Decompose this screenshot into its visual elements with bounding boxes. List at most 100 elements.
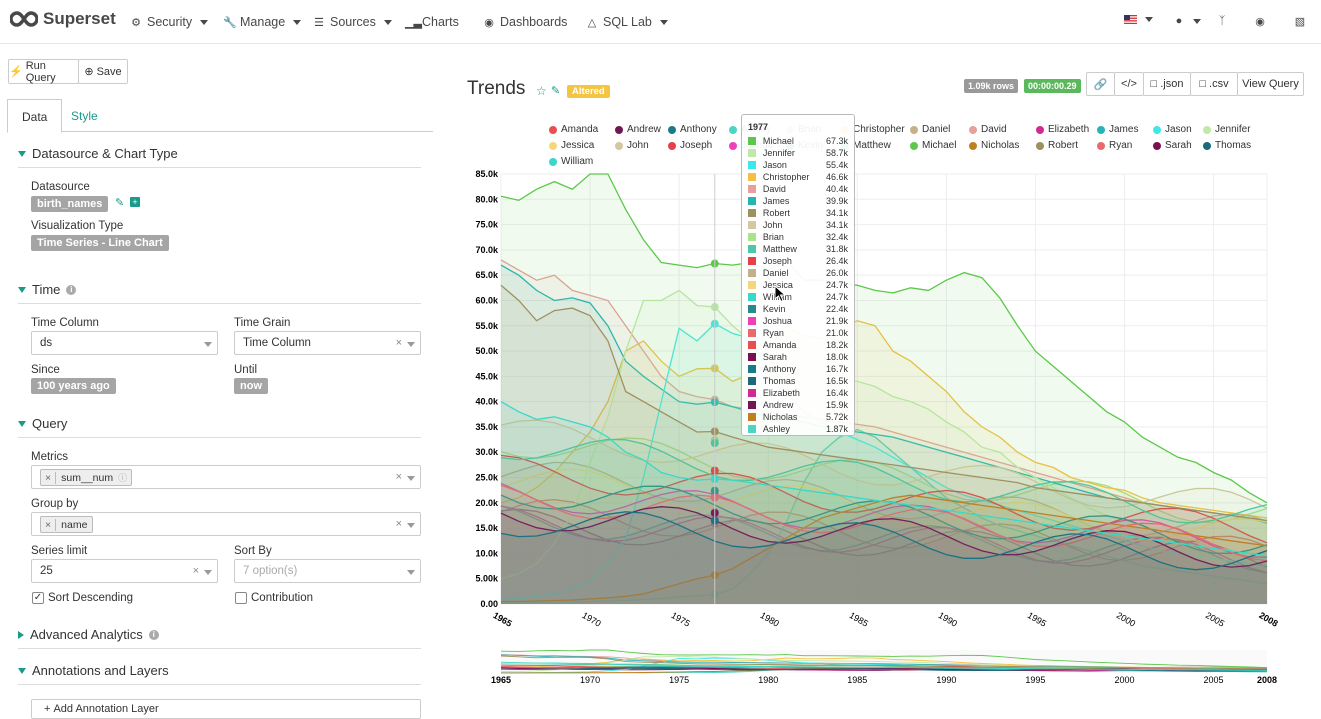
tooltip-row: Christopher 46.6k — [748, 171, 848, 183]
clear-icon[interactable]: × — [192, 565, 199, 577]
user-menu[interactable]: ● — [1173, 15, 1201, 27]
time-grain-select[interactable]: Time Column × — [234, 331, 421, 355]
star-icon[interactable]: ☆ — [536, 84, 547, 98]
legend-item-jessica[interactable]: Jessica — [549, 140, 594, 151]
legend-item-william[interactable]: William — [549, 156, 593, 167]
legend-item-thomas[interactable]: Thomas — [1203, 140, 1251, 151]
series-line-john[interactable] — [500, 419, 1268, 509]
series-line-robert[interactable] — [500, 284, 1268, 522]
section-query[interactable]: Query — [18, 416, 421, 438]
remove-icon[interactable]: × — [41, 518, 57, 531]
legend-item-ryan[interactable]: Ryan — [1097, 140, 1132, 151]
clear-icon[interactable]: × — [395, 337, 402, 349]
time-column-select[interactable]: ds — [31, 331, 218, 355]
sort-by-select[interactable]: 7 option(s) — [234, 559, 421, 583]
legend-item-daniel[interactable]: Daniel — [910, 124, 950, 135]
version-link[interactable]: ᛉ — [1216, 15, 1228, 27]
series-line-brian[interactable] — [500, 437, 1268, 524]
nav-sources[interactable]: ☰ Sources — [313, 15, 392, 29]
brand-logo[interactable]: Superset — [10, 9, 116, 29]
legend-item-robert[interactable]: Robert — [1036, 140, 1078, 151]
nav-manage[interactable]: 🔧 Manage — [223, 15, 302, 29]
series-limit-select[interactable]: 25 × — [31, 559, 218, 583]
tab-style[interactable]: Style — [71, 109, 98, 123]
series-line-ashley[interactable] — [501, 428, 1268, 604]
until-value[interactable]: now — [234, 378, 268, 394]
legend-item-andrew[interactable]: Andrew — [615, 124, 661, 135]
metrics-select[interactable]: × sum__num ⓘ × — [31, 465, 421, 489]
series-line-christopher[interactable] — [500, 319, 1268, 519]
series-line-thomas[interactable] — [500, 511, 1268, 571]
legend-item-david[interactable]: David — [969, 124, 1007, 135]
share-link-button[interactable]: 🔗 — [1086, 72, 1115, 96]
legend-item-michael[interactable]: Michael — [910, 140, 956, 151]
y-tick-label: 25.0k — [475, 473, 499, 483]
section-time[interactable]: Time i — [18, 282, 421, 304]
legend-item-john[interactable]: John — [615, 140, 649, 151]
edit-icon[interactable]: ✎ — [115, 197, 125, 209]
github-icon: ◉ — [1255, 16, 1265, 28]
groupby-chip-label: name — [61, 518, 88, 531]
tab-data[interactable]: Data — [7, 99, 63, 133]
legend-item-jason[interactable]: Jason — [1153, 124, 1192, 135]
contribution-checkbox[interactable] — [235, 592, 247, 604]
legend-item-nicholas[interactable]: Nicholas — [969, 140, 1019, 151]
legend-item-amanda[interactable]: Amanda — [549, 124, 598, 135]
remove-icon[interactable]: × — [41, 471, 57, 484]
series-line-nicholas[interactable] — [501, 494, 1268, 603]
legend-item-sarah[interactable]: Sarah — [1153, 140, 1192, 151]
section-advanced-analytics[interactable]: Advanced Analytics i — [18, 627, 421, 649]
section-query-title: Query — [32, 416, 68, 431]
altered-badge[interactable]: Altered — [567, 85, 610, 98]
time-grain-value: Time Column — [243, 337, 311, 349]
trends-chart[interactable]: 0.00 5.00k 10.0k 15.0k 20.0k 25.0k 30.0k 35.0k 4… — [460, 160, 1320, 710]
contribution-label: Contribution — [251, 592, 314, 604]
clear-icon[interactable]: × — [395, 518, 402, 530]
nav-charts[interactable]: ▁▃ Charts — [405, 15, 459, 29]
y-tick-label: 35.0k — [475, 422, 499, 432]
series-swatch-icon — [748, 341, 756, 349]
nav-sqllab[interactable]: △ SQL Lab — [586, 15, 668, 29]
nav-security[interactable]: ⚙ Security — [130, 15, 209, 29]
series-line-william[interactable] — [500, 401, 1268, 557]
brush-tick-label: 1980 — [758, 675, 778, 685]
legend-item-james[interactable]: James — [1097, 124, 1138, 135]
legend-item-anthony[interactable]: Anthony — [668, 124, 717, 135]
nav-dashboards[interactable]: ◉ Dashboards — [483, 15, 567, 29]
run-query-button[interactable]: ⚡ Run Query — [8, 59, 79, 84]
sort-descending-checkbox[interactable]: ✓ — [32, 592, 44, 604]
brush-series-thomas — [500, 667, 1268, 672]
add-annotation-button[interactable]: + Add Annotation Layer — [31, 699, 421, 719]
legend-item-jennifer[interactable]: Jennifer — [1203, 124, 1251, 135]
since-value[interactable]: 100 years ago — [31, 378, 116, 394]
export-csv-button[interactable]: □ .csv — [1190, 72, 1238, 96]
section-datasource[interactable]: Datasource & Chart Type — [18, 146, 421, 168]
docs-link[interactable]: ▧ — [1294, 15, 1306, 28]
y-tick-label: 5.00k — [475, 574, 499, 584]
chart-title[interactable]: Trends — [467, 78, 526, 99]
groupby-select[interactable]: × name × — [31, 512, 421, 536]
series-line-elizabeth[interactable] — [500, 505, 1268, 574]
edit-icon[interactable]: ✎ — [551, 85, 561, 97]
language-picker[interactable] — [1124, 15, 1153, 24]
embed-code-button[interactable]: </> — [1114, 72, 1144, 96]
series-line-amanda[interactable] — [500, 499, 1268, 562]
github-link[interactable]: ◉ — [1254, 15, 1266, 28]
viz-type-value[interactable]: Time Series - Line Chart — [31, 235, 169, 251]
series-line-joshua[interactable] — [500, 482, 1268, 558]
series-line-matthew[interactable] — [500, 438, 1268, 524]
datasource-value[interactable]: birth_names — [31, 196, 109, 212]
view-query-button[interactable]: View Query — [1237, 72, 1304, 96]
series-line-sarah[interactable] — [500, 506, 1268, 568]
series-line-joseph[interactable] — [500, 454, 1268, 544]
clear-icon[interactable]: × — [395, 471, 402, 483]
legend-item-elizabeth[interactable]: Elizabeth — [1036, 124, 1089, 135]
series-line-jason[interactable] — [501, 322, 1268, 600]
add-icon[interactable]: + — [130, 197, 140, 207]
legend-item-joseph[interactable]: Joseph — [668, 140, 712, 151]
series-line-michael[interactable] — [500, 173, 1268, 504]
save-button[interactable]: ⊕ Save — [78, 59, 128, 84]
nav-charts-label: Charts — [422, 15, 459, 29]
export-json-button[interactable]: □ .json — [1143, 72, 1191, 96]
section-annotations[interactable]: Annotations and Layers — [18, 663, 421, 685]
